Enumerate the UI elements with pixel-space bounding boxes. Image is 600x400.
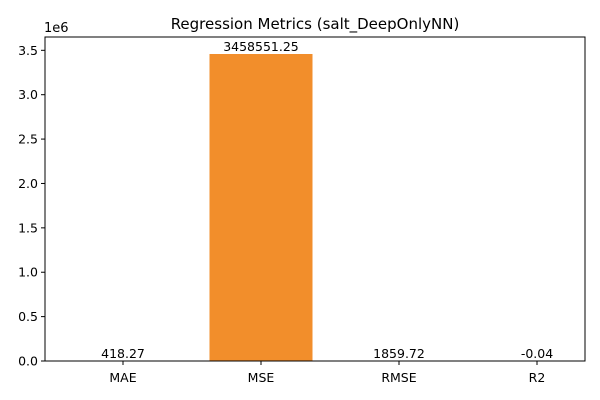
data-labels-group: 418.27 3458551.25 1859.72 -0.04: [101, 39, 553, 361]
data-label-mse: 3458551.25: [223, 39, 299, 54]
x-tick-label-rmse: RMSE: [381, 370, 416, 385]
bar-mse: [209, 53, 313, 361]
y-tick-label: 0.0: [18, 354, 38, 369]
chart-title: Regression Metrics (salt_DeepOnlyNN): [171, 15, 460, 34]
y-scale-label: 1e6: [44, 21, 69, 36]
x-axis-ticks: MAE MSE RMSE R2: [109, 361, 545, 385]
x-tick-label-r2: R2: [529, 370, 546, 385]
y-tick-label: 2.0: [18, 176, 38, 191]
bars-group: [71, 53, 451, 361]
y-tick-label: 3.5: [18, 43, 38, 58]
y-tick-label: 3.0: [18, 87, 38, 102]
x-tick-label-mae: MAE: [109, 370, 136, 385]
data-label-r2: -0.04: [521, 346, 553, 361]
y-tick-label: 1.5: [18, 220, 38, 235]
y-axis-ticks: 0.0 0.5 1.0 1.5 2.0 2.5 3.0 3.5: [18, 43, 45, 369]
plot-frame: [44, 36, 586, 362]
data-label-mae: 418.27: [101, 346, 145, 361]
y-tick-label: 0.5: [18, 309, 38, 324]
x-tick-label-mse: MSE: [248, 370, 275, 385]
data-label-rmse: 1859.72: [373, 346, 425, 361]
y-tick-label: 2.5: [18, 132, 38, 147]
y-tick-label: 1.0: [18, 265, 38, 280]
